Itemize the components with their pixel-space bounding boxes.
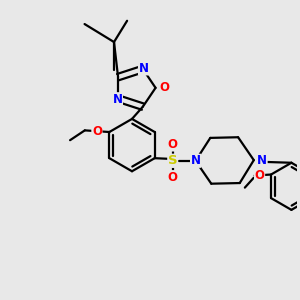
Text: N: N xyxy=(112,93,122,106)
Text: O: O xyxy=(160,81,170,94)
Text: O: O xyxy=(168,138,178,151)
Text: O: O xyxy=(168,171,178,184)
Text: N: N xyxy=(139,62,148,75)
Text: S: S xyxy=(168,154,178,167)
Text: N: N xyxy=(257,154,267,166)
Text: O: O xyxy=(255,169,265,182)
Text: O: O xyxy=(92,125,102,138)
Text: N: N xyxy=(190,154,201,167)
